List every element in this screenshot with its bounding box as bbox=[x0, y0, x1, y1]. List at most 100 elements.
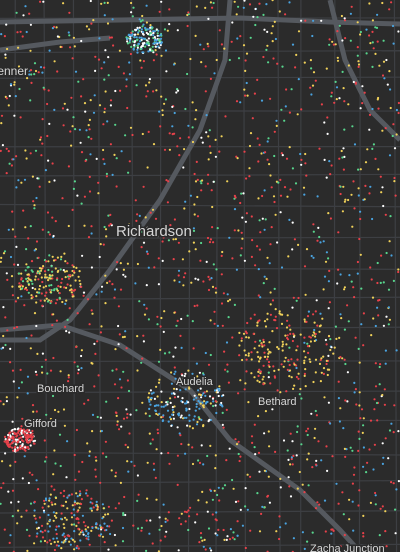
dot bbox=[237, 500, 240, 503]
dot bbox=[201, 401, 204, 404]
dot bbox=[374, 52, 377, 56]
dot bbox=[140, 28, 143, 31]
dot bbox=[90, 137, 93, 140]
dot bbox=[64, 276, 67, 279]
dot bbox=[16, 31, 19, 34]
dot bbox=[381, 129, 384, 132]
dot bbox=[66, 440, 69, 443]
dot bbox=[335, 337, 338, 340]
dot bbox=[264, 325, 268, 328]
dot bbox=[368, 448, 371, 451]
dot bbox=[100, 325, 103, 328]
dot bbox=[100, 2, 103, 5]
dot bbox=[320, 371, 323, 374]
dot bbox=[193, 213, 196, 216]
street bbox=[0, 479, 400, 485]
dot bbox=[394, 508, 397, 511]
dot bbox=[281, 154, 284, 157]
dot bbox=[316, 549, 319, 552]
dot bbox=[160, 390, 163, 393]
dot bbox=[114, 89, 117, 93]
dot bbox=[217, 394, 220, 398]
dot bbox=[325, 445, 328, 448]
dot bbox=[322, 367, 326, 370]
dot bbox=[151, 208, 155, 211]
dot bbox=[113, 296, 116, 299]
dot bbox=[90, 225, 93, 228]
dot bbox=[342, 185, 345, 188]
dot bbox=[70, 144, 73, 147]
dot bbox=[55, 537, 59, 540]
dot bbox=[141, 44, 144, 48]
dot bbox=[252, 332, 255, 335]
dot bbox=[172, 411, 175, 414]
dot bbox=[374, 362, 377, 365]
dot bbox=[43, 511, 46, 514]
dot bbox=[233, 303, 236, 306]
dot bbox=[303, 318, 306, 321]
dot bbox=[257, 160, 260, 163]
dot bbox=[303, 193, 306, 196]
dot bbox=[288, 369, 292, 372]
dot bbox=[54, 462, 57, 465]
dot bbox=[38, 516, 42, 519]
dot bbox=[99, 331, 102, 334]
dot bbox=[184, 452, 187, 455]
street bbox=[0, 49, 400, 54]
dot bbox=[23, 455, 26, 458]
dot bbox=[349, 12, 352, 15]
dot bbox=[238, 331, 241, 334]
dot bbox=[179, 137, 182, 140]
dot bbox=[204, 6, 207, 9]
dot bbox=[372, 317, 375, 320]
dot bbox=[202, 406, 205, 409]
dot bbox=[349, 39, 352, 42]
dot bbox=[382, 60, 386, 63]
dot bbox=[7, 104, 10, 107]
dot bbox=[237, 392, 240, 395]
dot bbox=[85, 537, 88, 540]
dot bbox=[278, 10, 281, 13]
dot bbox=[263, 351, 266, 354]
dot bbox=[211, 6, 214, 9]
dot bbox=[343, 286, 346, 289]
dot bbox=[290, 456, 293, 459]
dot bbox=[323, 396, 326, 399]
dot bbox=[207, 383, 210, 386]
dot bbox=[0, 400, 2, 403]
dot bbox=[197, 278, 200, 281]
dot bbox=[114, 123, 117, 126]
dot bbox=[120, 425, 123, 428]
dot bbox=[74, 128, 77, 131]
dot bbox=[200, 418, 203, 421]
dot bbox=[202, 404, 205, 407]
dot bbox=[89, 0, 92, 3]
dot bbox=[56, 298, 59, 301]
dot bbox=[71, 293, 74, 296]
dot bbox=[238, 354, 241, 357]
dot bbox=[9, 534, 12, 537]
dot bbox=[76, 194, 79, 197]
dot bbox=[24, 269, 27, 272]
dot bbox=[373, 408, 376, 411]
dot bbox=[273, 130, 276, 133]
dot bbox=[80, 349, 83, 352]
dot bbox=[263, 228, 266, 231]
dot bbox=[91, 413, 95, 416]
dot bbox=[258, 344, 261, 347]
dot bbox=[21, 35, 24, 38]
dot bbox=[68, 331, 71, 334]
dot bbox=[17, 509, 20, 512]
dot bbox=[227, 300, 230, 303]
dot bbox=[119, 481, 122, 484]
dot bbox=[273, 154, 276, 158]
dot bbox=[311, 34, 314, 38]
dot bbox=[49, 369, 53, 372]
dot bbox=[371, 217, 374, 221]
dot bbox=[200, 189, 203, 192]
dot bbox=[382, 324, 385, 327]
dot bbox=[248, 175, 251, 178]
dot bbox=[358, 437, 361, 440]
dot bbox=[78, 128, 81, 131]
